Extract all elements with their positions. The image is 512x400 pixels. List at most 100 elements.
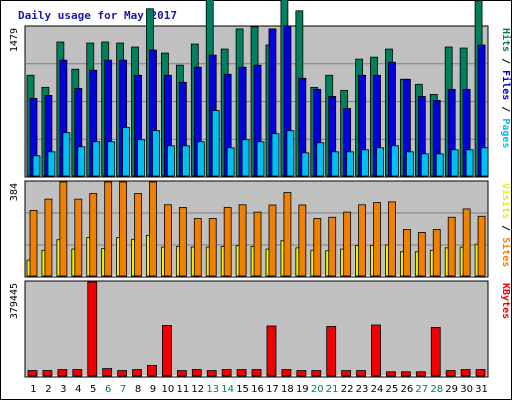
bar-pages-day-7 bbox=[122, 127, 131, 177]
bar-sites-day-26 bbox=[402, 229, 411, 277]
bar-pages-day-9 bbox=[152, 130, 160, 177]
bar-kbytes-day-28 bbox=[430, 327, 441, 377]
x-tick-label: 13 bbox=[206, 384, 219, 395]
bar-kbytes-day-4 bbox=[72, 369, 83, 377]
x-tick-label: 1 bbox=[30, 384, 36, 395]
bar-kbytes-day-25 bbox=[386, 371, 396, 377]
bar-pages-day-29 bbox=[450, 149, 459, 177]
bar-pages-day-11 bbox=[181, 145, 190, 177]
x-axis-day-labels: 1 2 3 4 5 6 7 8 9 10 11 12 13 14 15 16 17 18 19 20 21 22 23 24 2… bbox=[30, 384, 488, 395]
bar-pages-day-21 bbox=[331, 151, 340, 177]
x-tick-label: 28 bbox=[430, 384, 443, 395]
bar-sites-day-10 bbox=[164, 204, 172, 277]
y-max-label: 384 bbox=[9, 183, 20, 201]
x-tick-label: 27 bbox=[415, 384, 428, 395]
bar-kbytes-day-16 bbox=[251, 369, 262, 377]
y-max-label: 379445 bbox=[9, 283, 20, 319]
bar-sites-day-28 bbox=[432, 229, 441, 277]
bar-pages-day-18 bbox=[286, 130, 295, 177]
panel-legend: KBytes bbox=[500, 283, 511, 319]
legend-entry: / bbox=[500, 52, 511, 70]
bar-kbytes-day-12 bbox=[191, 369, 202, 377]
bar-sites-day-23 bbox=[358, 204, 366, 277]
bar-sites-day-27 bbox=[417, 232, 426, 277]
bar-pages-day-13 bbox=[211, 110, 220, 177]
bar-kbytes-day-13 bbox=[206, 370, 217, 377]
panel-background bbox=[24, 280, 489, 378]
bar-sites-day-30 bbox=[462, 208, 471, 277]
x-tick-label: 30 bbox=[460, 384, 473, 395]
x-tick-label: 15 bbox=[236, 384, 249, 395]
x-tick-label: 3 bbox=[60, 384, 66, 395]
bar-kbytes-day-18 bbox=[281, 369, 292, 377]
bar-sites-day-5 bbox=[89, 193, 98, 277]
bar-sites-day-13 bbox=[208, 218, 217, 277]
bar-kbytes-day-22 bbox=[341, 370, 352, 377]
x-tick-label: 2 bbox=[45, 384, 51, 395]
bar-kbytes-day-21 bbox=[326, 326, 337, 377]
x-tick-label: 6 bbox=[105, 384, 111, 395]
legend-entry: Files bbox=[500, 70, 512, 100]
legend-entry: KBytes bbox=[500, 283, 511, 319]
bar-sites-day-31 bbox=[477, 215, 486, 277]
x-tick-label: 16 bbox=[251, 384, 264, 395]
x-tick-label: 25 bbox=[386, 384, 399, 395]
legend-entry: / bbox=[500, 219, 511, 237]
bar-pages-day-22 bbox=[346, 151, 355, 177]
legend-entry: Hits bbox=[500, 28, 512, 52]
bar-kbytes-day-3 bbox=[57, 369, 68, 377]
bar-sites-day-19 bbox=[298, 204, 307, 277]
chart-panels: 1479 Hits / Files / Pages 384 Visits / Site… bbox=[9, 0, 512, 378]
x-tick-label: 20 bbox=[311, 384, 324, 395]
bar-sites-day-20 bbox=[313, 218, 322, 277]
bar-pages-day-3 bbox=[62, 132, 71, 177]
bar-sites-day-4 bbox=[74, 198, 83, 277]
bar-pages-day-30 bbox=[465, 149, 474, 177]
bar-kbytes-day-24 bbox=[371, 324, 381, 377]
x-tick-label: 23 bbox=[356, 384, 369, 395]
panel-2: 384 Visits / Sites bbox=[9, 180, 512, 278]
bar-sites-day-9 bbox=[149, 181, 157, 277]
x-tick-label: 4 bbox=[75, 384, 81, 395]
bar-pages-day-6 bbox=[107, 141, 116, 177]
bar-sites-day-11 bbox=[178, 207, 187, 277]
bar-sites-day-3 bbox=[59, 181, 68, 277]
x-tick-label: 29 bbox=[445, 384, 458, 395]
bar-sites-day-14 bbox=[223, 207, 232, 277]
legend-entry: Sites bbox=[500, 237, 512, 267]
bar-kbytes-day-23 bbox=[356, 370, 366, 377]
bar-pages-day-31 bbox=[480, 147, 489, 177]
bar-pages-day-27 bbox=[420, 153, 429, 177]
x-tick-label: 22 bbox=[341, 384, 354, 395]
x-tick-label: 10 bbox=[162, 384, 175, 395]
bar-pages-day-5 bbox=[92, 141, 101, 177]
bar-pages-day-10 bbox=[167, 145, 175, 177]
bar-kbytes-day-7 bbox=[117, 370, 128, 377]
bar-pages-day-28 bbox=[435, 153, 444, 177]
bar-kbytes-day-10 bbox=[162, 325, 172, 377]
bar-sites-day-29 bbox=[447, 216, 456, 277]
x-tick-label: 19 bbox=[296, 384, 309, 395]
bar-kbytes-day-1 bbox=[27, 370, 38, 377]
bar-sites-day-22 bbox=[343, 211, 352, 277]
x-tick-label: 12 bbox=[191, 384, 204, 395]
bar-sites-day-6 bbox=[104, 181, 113, 277]
bar-sites-day-15 bbox=[238, 204, 247, 277]
bar-kbytes-day-31 bbox=[475, 369, 486, 377]
bar-kbytes-day-2 bbox=[42, 370, 53, 377]
x-tick-label: 24 bbox=[371, 384, 384, 395]
panel-3: 379445 KBytes bbox=[9, 280, 511, 378]
bar-kbytes-day-14 bbox=[221, 369, 232, 377]
bar-kbytes-day-26 bbox=[400, 371, 411, 377]
x-tick-label: 9 bbox=[150, 384, 156, 395]
bar-sites-day-7 bbox=[119, 181, 128, 277]
bar-kbytes-day-20 bbox=[311, 370, 322, 377]
legend-entry: / bbox=[500, 100, 511, 118]
bar-pages-day-8 bbox=[137, 139, 145, 177]
bar-sites-day-18 bbox=[283, 192, 292, 277]
panel-legend: Visits / Sites bbox=[500, 183, 512, 267]
bar-kbytes-day-8 bbox=[132, 369, 142, 377]
chart-title: Daily usage for May 2017 bbox=[18, 9, 177, 22]
bar-pages-day-15 bbox=[241, 139, 250, 177]
